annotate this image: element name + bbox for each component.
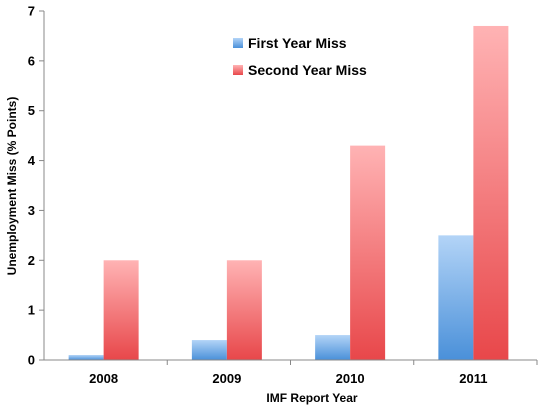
bar-first-year-2011 — [438, 235, 474, 360]
bar-second-year-2009 — [226, 260, 262, 360]
y-tick-label: 7 — [28, 4, 35, 19]
bar-first-year-2009 — [191, 340, 227, 360]
x-tick-label: 2011 — [459, 371, 487, 386]
x-tick-label: 2009 — [212, 371, 241, 386]
x-axis-title: IMF Report Year — [266, 391, 357, 405]
legend: First Year Miss Second Year Miss — [233, 35, 367, 78]
axes-group: 0 1 2 3 4 5 6 7 2008 2009 2010 2011 — [28, 4, 538, 386]
legend-swatch-first-year — [233, 38, 243, 48]
y-axis-title: Unemployment Miss (% Points) — [5, 97, 19, 276]
y-tick-label: 6 — [28, 53, 35, 68]
x-tick-label: 2010 — [336, 371, 365, 386]
bar-first-year-2010 — [315, 335, 351, 360]
bars-group — [68, 25, 509, 360]
legend-swatch-second-year — [233, 65, 243, 75]
y-tick-label: 5 — [28, 103, 35, 118]
legend-label-first-year: First Year Miss — [248, 35, 347, 51]
y-tick-label: 1 — [28, 303, 35, 318]
y-tick-label: 2 — [28, 253, 35, 268]
x-tick-label: 2008 — [89, 371, 118, 386]
y-tick-label: 3 — [28, 203, 35, 218]
bar-second-year-2011 — [473, 25, 509, 360]
bar-second-year-2010 — [350, 145, 386, 360]
bar-first-year-2008 — [68, 355, 104, 360]
legend-label-second-year: Second Year Miss — [248, 62, 367, 78]
y-tick-label: 0 — [28, 353, 35, 368]
y-tick-label: 4 — [28, 153, 36, 168]
bar-second-year-2008 — [103, 260, 139, 360]
